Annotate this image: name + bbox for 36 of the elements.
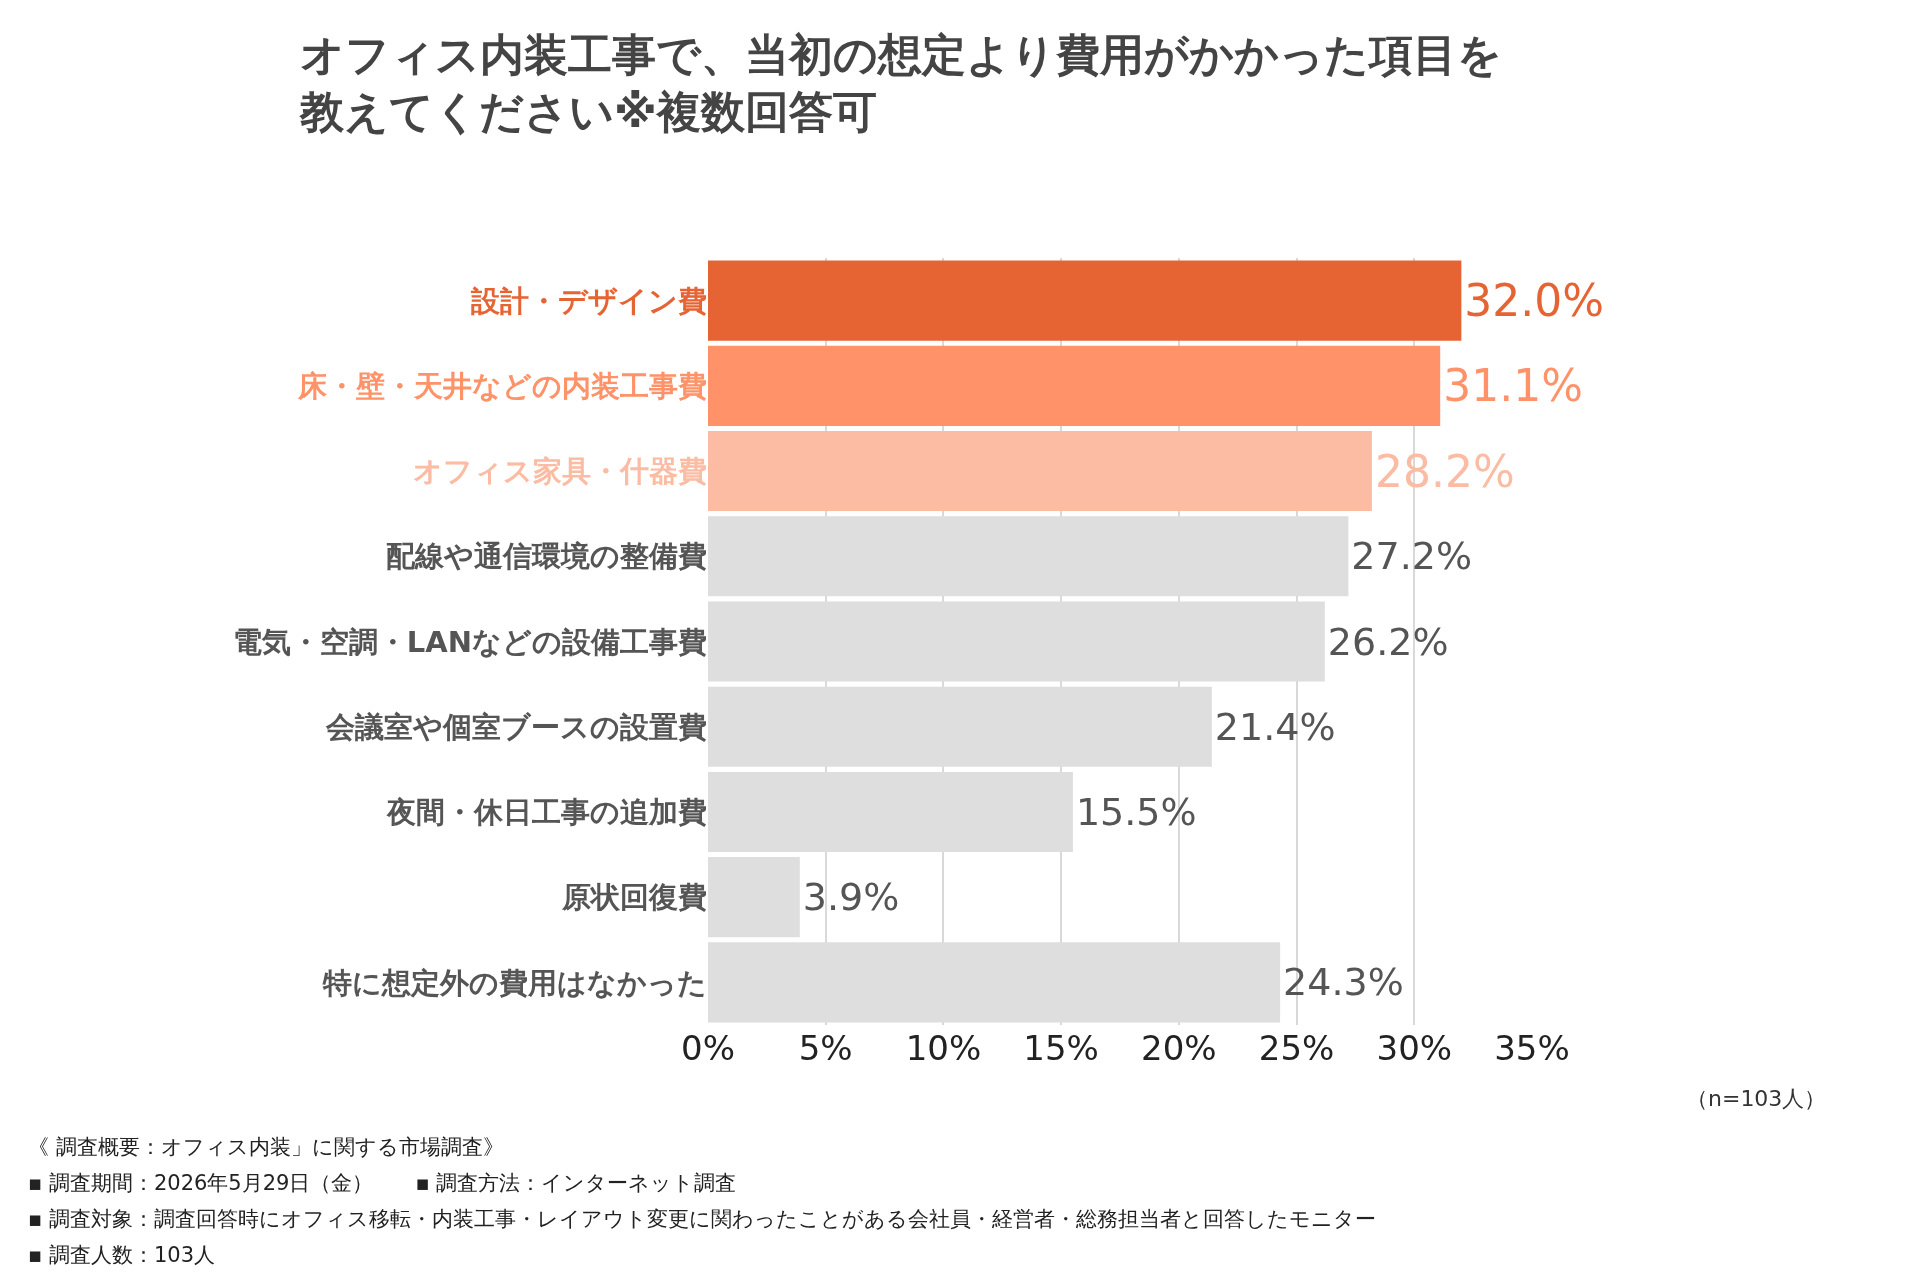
y-tick-label: 原状回復費 bbox=[561, 880, 707, 915]
x-tick-label: 15% bbox=[1023, 1028, 1099, 1068]
text: ▪ 調査対象：調査回答時にオフィス移転・内装工事・レイアウト変更に関わったことがある会社員・経営者・総務担当者と回答したモニター bbox=[28, 1207, 1376, 1231]
data-label: 31.1% bbox=[1443, 360, 1583, 412]
x-tick-label: 20% bbox=[1141, 1028, 1217, 1068]
x-tick-label: 5% bbox=[798, 1028, 853, 1068]
y-tick-label: 特に想定外の費用はなかった bbox=[322, 965, 707, 1000]
y-tick-label: 配線や通信環境の整備費 bbox=[386, 539, 707, 574]
text: ▪ 調査人数：103人 bbox=[28, 1243, 215, 1267]
data-label: 24.3% bbox=[1283, 960, 1404, 1005]
y-tick-label: オフィス家具・什器費 bbox=[413, 454, 707, 489]
chart-title: オフィス内装工事で、当初の想定より費用がかかった項目を教えてください※複数回答可 bbox=[299, 29, 1502, 138]
x-tick-label: 25% bbox=[1258, 1028, 1335, 1068]
data-label: 21.4% bbox=[1214, 704, 1336, 749]
data-label: 32.0% bbox=[1464, 275, 1605, 327]
text: ▪ 調査期間：2026年5月29日（金） ▪ 調査方法：インターネット調査 bbox=[28, 1171, 737, 1195]
y-tick-label: 設計・デザイン費 bbox=[470, 283, 707, 318]
text: 《 調査概要：オフィス内装」に関する市場調査》 bbox=[28, 1135, 504, 1159]
y-tick-label: 電気・空調・LANなどの設備工事費 bbox=[232, 624, 707, 659]
bar bbox=[708, 260, 1462, 341]
data-label: 26.2% bbox=[1327, 619, 1449, 664]
data-label: 28.2% bbox=[1374, 445, 1515, 497]
bar bbox=[708, 345, 1441, 426]
data-label: 3.9% bbox=[802, 875, 900, 920]
x-tick-label: 30% bbox=[1376, 1028, 1453, 1068]
bar bbox=[708, 857, 800, 938]
data-label: 15.5% bbox=[1075, 789, 1197, 834]
x-tick-label: 10% bbox=[905, 1028, 982, 1068]
bar bbox=[708, 431, 1372, 512]
data-label: 27.2% bbox=[1351, 534, 1473, 579]
y-tick-label: 床・壁・天井などの内装工事費 bbox=[297, 368, 707, 403]
x-tick-label: 0% bbox=[681, 1028, 735, 1068]
x-tick-label: 35% bbox=[1494, 1028, 1570, 1068]
y-tick-label: 夜間・休日工事の追加費 bbox=[386, 795, 707, 830]
text: （n=103人） bbox=[1686, 1086, 1827, 1111]
y-tick-label: 会議室や個室ブースの設置費 bbox=[325, 709, 707, 744]
